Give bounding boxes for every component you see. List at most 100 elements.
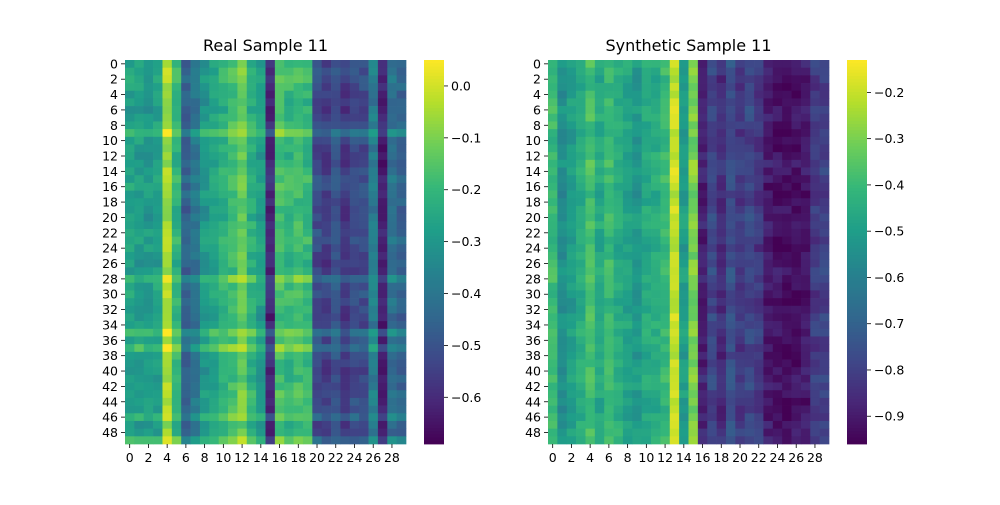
heatmap-cell [237, 221, 248, 230]
colorbar-segment [424, 178, 444, 182]
y-tick-label: 12 [102, 149, 118, 164]
heatmap-cell [810, 336, 820, 345]
heatmap-cell [782, 205, 792, 214]
heatmap-cell [651, 298, 661, 307]
heatmap-cell [622, 182, 633, 191]
heatmap-cell [312, 236, 323, 245]
heatmap-cell [125, 374, 135, 383]
heatmap-cell [763, 313, 774, 322]
real-sample-panel: Real Sample 110 2 4 6 8 10 12 14 16 18 20 22 24 26 280… [102, 36, 481, 465]
heatmap-cell [387, 98, 397, 107]
heatmap-cell [359, 298, 369, 307]
heatmap-cell [697, 113, 708, 122]
heatmap-cell [190, 275, 201, 284]
heatmap-cell [782, 336, 792, 345]
heatmap-cell [669, 244, 680, 253]
heatmap-cell [679, 336, 689, 345]
heatmap-cell [246, 205, 257, 214]
heatmap-cell [302, 252, 313, 261]
heatmap-cell [321, 351, 332, 360]
heatmap-cell [594, 428, 605, 437]
heatmap-cell [707, 75, 717, 84]
heatmap-cell [199, 374, 210, 383]
heatmap-cell [716, 367, 727, 376]
heatmap-cell [819, 351, 830, 360]
heatmap-cell [134, 228, 145, 237]
heatmap-cell [359, 382, 369, 391]
heatmap-cell [134, 436, 145, 445]
heatmap-cell [134, 159, 145, 168]
heatmap-cell [782, 390, 792, 399]
heatmap-cell [377, 121, 388, 130]
heatmap-cell [143, 205, 154, 214]
heatmap-cell [349, 144, 360, 153]
heatmap-cell [293, 83, 304, 92]
heatmap-cell [576, 374, 586, 383]
colorbar-segment [847, 421, 867, 426]
heatmap-cell [134, 382, 145, 391]
heatmap-cell [660, 290, 671, 299]
heatmap-cell [171, 282, 182, 291]
heatmap-cell [181, 359, 191, 368]
heatmap-cell [707, 182, 717, 191]
heatmap-cell [312, 67, 323, 76]
heatmap-cell [340, 221, 351, 230]
heatmap-cell [321, 252, 332, 261]
heatmap-cell [237, 167, 248, 176]
heatmap-cell [660, 267, 671, 276]
heatmap-cell [697, 152, 708, 161]
heatmap-cell [707, 305, 717, 314]
heatmap-cell [143, 67, 154, 76]
heatmap-cell [256, 374, 266, 383]
colorbar-segment [424, 108, 444, 112]
colorbar-segment [847, 277, 867, 282]
heatmap-cell [585, 205, 596, 214]
heatmap-cell [576, 298, 586, 307]
heatmap-cell [256, 252, 266, 261]
heatmap-cell [669, 83, 680, 92]
heatmap-cell [566, 60, 577, 69]
heatmap-cell [256, 336, 266, 345]
heatmap-cell [218, 213, 229, 222]
y-tick-label: 14 [525, 164, 541, 179]
heatmap-cell [377, 129, 388, 138]
heatmap-cell [791, 298, 802, 307]
heatmap-cell [622, 152, 633, 161]
heatmap-cell [810, 236, 820, 245]
heatmap-cell [669, 290, 680, 299]
colorbar-tick-label: −0.4 [874, 177, 904, 192]
heatmap-cell [274, 428, 285, 437]
heatmap-cell [265, 436, 276, 445]
heatmap-cell [744, 129, 755, 138]
heatmap-cell [340, 182, 351, 191]
heatmap-cell [810, 344, 820, 353]
heatmap-cell [246, 390, 257, 399]
heatmap-cell [134, 121, 145, 130]
heatmap-cell [688, 136, 699, 145]
heatmap-cell [754, 205, 764, 214]
heatmap-cell [604, 259, 614, 268]
heatmap-cell [819, 428, 830, 437]
heatmap-cell [735, 305, 746, 314]
heatmap-cell [754, 159, 764, 168]
heatmap-cell [810, 282, 820, 291]
heatmap-cell [302, 405, 313, 414]
y-tick-label: 34 [102, 317, 118, 332]
heatmap-cell [228, 259, 238, 268]
heatmap-cell [632, 159, 643, 168]
heatmap-cell [622, 420, 633, 429]
heatmap-cell [651, 83, 661, 92]
heatmap-cell [293, 175, 304, 184]
heatmap-cell [396, 213, 407, 222]
heatmap-cell [772, 90, 783, 99]
heatmap-cell [181, 244, 191, 253]
heatmap-cell [744, 83, 755, 92]
heatmap-cell [594, 305, 605, 314]
heatmap-cell [725, 382, 736, 391]
heatmap-cell [153, 159, 163, 168]
heatmap-cell [218, 252, 229, 261]
heatmap-cell [199, 182, 210, 191]
heatmap-cell [331, 252, 341, 261]
heatmap-cell [284, 336, 294, 345]
heatmap-cell [368, 236, 379, 245]
